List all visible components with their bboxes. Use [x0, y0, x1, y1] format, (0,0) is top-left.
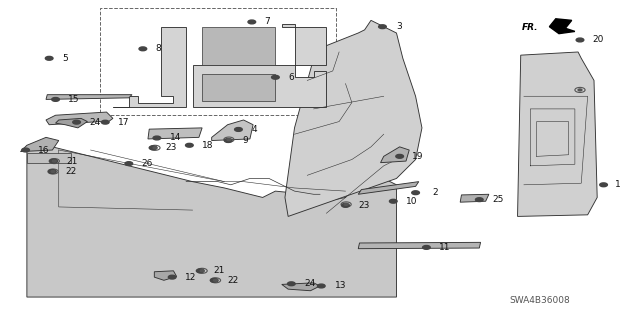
Circle shape — [196, 269, 204, 273]
Text: 20: 20 — [593, 35, 604, 44]
Circle shape — [412, 191, 419, 195]
Circle shape — [52, 160, 56, 162]
Circle shape — [49, 170, 56, 174]
Circle shape — [576, 38, 584, 42]
Text: 3: 3 — [396, 22, 402, 31]
Polygon shape — [154, 271, 177, 280]
Polygon shape — [113, 27, 186, 107]
Polygon shape — [193, 24, 326, 107]
Polygon shape — [202, 74, 275, 101]
Circle shape — [248, 20, 255, 24]
Circle shape — [225, 139, 232, 142]
Text: 12: 12 — [185, 273, 196, 282]
Circle shape — [211, 278, 218, 282]
Text: 16: 16 — [38, 145, 50, 154]
Text: 23: 23 — [358, 201, 370, 210]
Text: 8: 8 — [156, 44, 161, 53]
Polygon shape — [285, 20, 422, 216]
Text: 11: 11 — [439, 243, 451, 252]
Circle shape — [344, 204, 348, 205]
Text: 22: 22 — [227, 276, 238, 285]
Circle shape — [200, 270, 204, 272]
Polygon shape — [358, 182, 419, 194]
Text: SWA4B36008: SWA4B36008 — [509, 296, 570, 305]
Text: 5: 5 — [62, 54, 68, 63]
Polygon shape — [212, 120, 253, 141]
Polygon shape — [20, 137, 59, 152]
Text: 2: 2 — [432, 188, 438, 197]
Polygon shape — [202, 27, 275, 65]
Circle shape — [22, 148, 29, 152]
Polygon shape — [282, 283, 320, 291]
Text: 24: 24 — [90, 118, 100, 127]
Circle shape — [214, 279, 218, 281]
Circle shape — [422, 246, 430, 249]
Polygon shape — [518, 52, 597, 216]
Text: 23: 23 — [166, 143, 177, 152]
Text: 21: 21 — [67, 157, 78, 166]
Circle shape — [168, 275, 176, 279]
Circle shape — [600, 183, 607, 187]
Polygon shape — [46, 112, 113, 125]
Circle shape — [125, 162, 132, 166]
Text: 25: 25 — [492, 195, 504, 204]
Circle shape — [342, 204, 349, 207]
Text: 14: 14 — [170, 133, 181, 143]
Circle shape — [271, 75, 279, 79]
Text: 4: 4 — [251, 125, 257, 134]
Circle shape — [51, 171, 55, 173]
Text: 6: 6 — [288, 73, 294, 82]
Polygon shape — [549, 19, 575, 33]
Polygon shape — [27, 147, 396, 297]
Text: 26: 26 — [141, 159, 153, 168]
Circle shape — [390, 199, 397, 203]
Circle shape — [153, 147, 157, 149]
Text: 10: 10 — [406, 197, 417, 206]
Circle shape — [73, 120, 81, 124]
Text: 7: 7 — [264, 18, 270, 26]
Circle shape — [396, 154, 403, 158]
Text: 13: 13 — [335, 281, 347, 291]
Text: 17: 17 — [118, 118, 129, 127]
Circle shape — [139, 47, 147, 51]
Circle shape — [149, 146, 157, 150]
Circle shape — [379, 25, 387, 29]
Text: 15: 15 — [68, 95, 80, 104]
Text: 9: 9 — [243, 136, 248, 145]
Circle shape — [52, 98, 60, 101]
Text: FR.: FR. — [522, 24, 539, 33]
Circle shape — [186, 143, 193, 147]
Circle shape — [317, 284, 325, 288]
Polygon shape — [381, 147, 409, 163]
Circle shape — [578, 89, 582, 91]
Circle shape — [287, 282, 295, 286]
Text: 18: 18 — [202, 141, 214, 150]
Text: 1: 1 — [615, 180, 621, 189]
Circle shape — [101, 120, 109, 124]
Polygon shape — [56, 118, 88, 128]
Polygon shape — [148, 128, 202, 139]
Circle shape — [153, 136, 161, 140]
Circle shape — [235, 128, 243, 131]
Polygon shape — [27, 153, 72, 163]
Text: 22: 22 — [65, 167, 76, 176]
Polygon shape — [46, 95, 132, 100]
Text: 24: 24 — [304, 279, 316, 288]
Polygon shape — [460, 194, 489, 202]
Circle shape — [45, 56, 53, 60]
Polygon shape — [358, 242, 481, 249]
Text: 21: 21 — [213, 266, 225, 275]
Circle shape — [50, 159, 58, 163]
Circle shape — [476, 198, 483, 202]
Text: 19: 19 — [412, 152, 424, 161]
Circle shape — [227, 139, 231, 141]
